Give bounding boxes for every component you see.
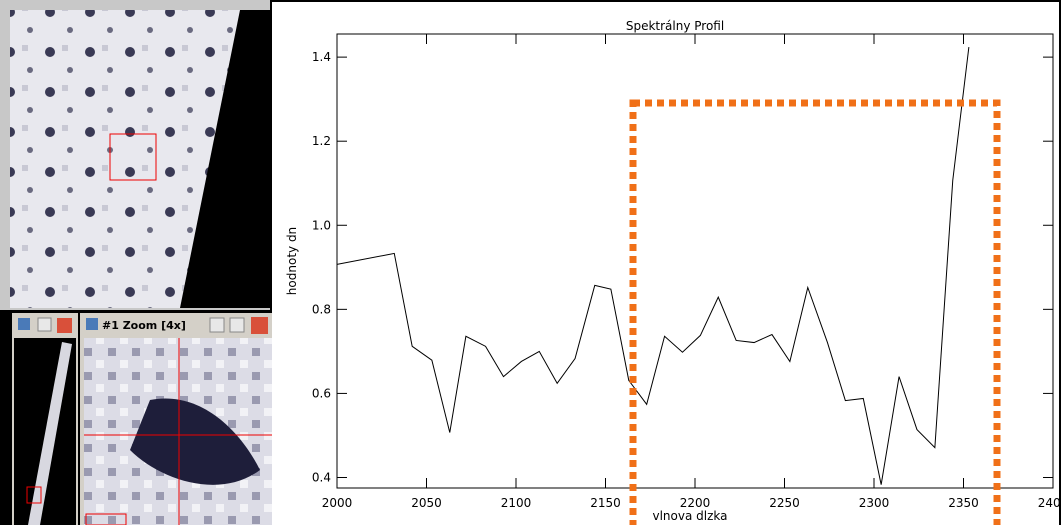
x-tick-label: 2300 bbox=[859, 496, 890, 510]
x-tick-label: 2150 bbox=[590, 496, 621, 510]
y-tick-label: 0.8 bbox=[312, 302, 331, 316]
highlight-box bbox=[629, 99, 1001, 525]
plot-window bbox=[272, 2, 1059, 525]
y-tick-label: 0.4 bbox=[312, 470, 331, 484]
plot: Spektrálny Profil vlnova dlzka hodnoty dn 0… bbox=[285, 19, 1061, 523]
zoom-box bbox=[109, 133, 157, 181]
y-axis-label: hodnoty dn bbox=[285, 227, 299, 295]
x-tick-label: 2400 bbox=[1038, 496, 1061, 510]
maximize-button[interactable] bbox=[37, 317, 52, 332]
y-tick-label: 0.6 bbox=[312, 386, 331, 400]
minimize-button[interactable] bbox=[209, 317, 225, 333]
scroll-strip bbox=[28, 342, 72, 525]
x-tick-label: 2350 bbox=[948, 496, 979, 510]
window-title: #1 Zoom [4x] bbox=[102, 319, 186, 332]
zoom-dark-area bbox=[130, 398, 260, 485]
chart-title: Spektrálny Profil bbox=[626, 19, 724, 33]
x-tick-label: 2050 bbox=[411, 496, 442, 510]
x-tick-label: 2000 bbox=[322, 496, 353, 510]
y-tick-label: 1.0 bbox=[312, 218, 331, 232]
icon bbox=[18, 318, 30, 330]
zoom-controls[interactable] bbox=[85, 513, 127, 525]
image-nodata bbox=[180, 10, 270, 308]
close-button[interactable] bbox=[57, 318, 72, 333]
y-tick-label: 1.4 bbox=[312, 50, 331, 64]
x-tick-label: 2200 bbox=[680, 496, 711, 510]
x-tick-label: 2250 bbox=[769, 496, 800, 510]
close-button[interactable] bbox=[251, 317, 268, 334]
y-tick-label: 1.2 bbox=[312, 134, 331, 148]
scroll-box bbox=[26, 486, 42, 504]
icon bbox=[86, 318, 98, 330]
x-axis-label: vlnova dlzka bbox=[653, 509, 728, 523]
x-tick-label: 2100 bbox=[501, 496, 532, 510]
maximize-button[interactable] bbox=[229, 317, 245, 333]
series-line bbox=[336, 46, 970, 485]
